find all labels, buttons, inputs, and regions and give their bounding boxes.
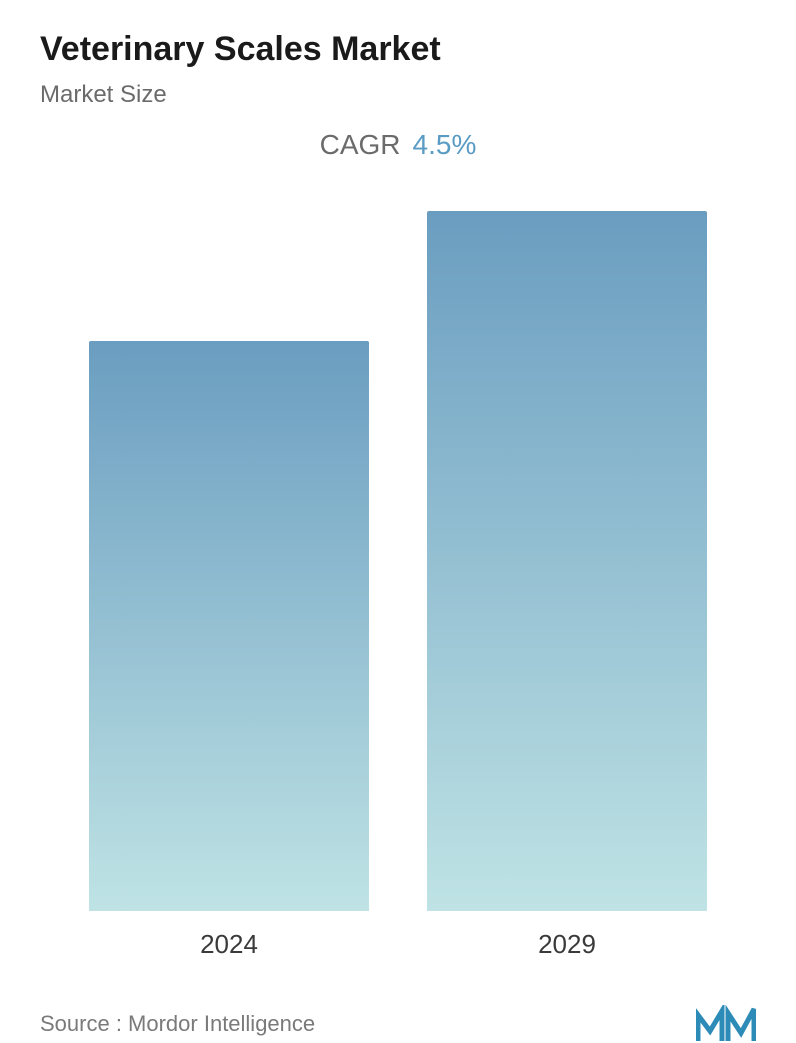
cagr-value: 4.5% (413, 129, 477, 160)
footer: Source : Mordor Intelligence (40, 995, 756, 1043)
bar-0 (89, 341, 369, 911)
bar-label-1: 2029 (538, 929, 596, 960)
bar-1 (427, 211, 707, 911)
bar-group-1: 2029 (427, 211, 707, 960)
mordor-logo-icon (696, 1005, 756, 1043)
cagr-label: CAGR (320, 129, 401, 160)
source-text: Source : Mordor Intelligence (40, 1011, 315, 1037)
chart-container: Veterinary Scales Market Market Size CAG… (0, 0, 796, 1034)
bar-group-0: 2024 (89, 341, 369, 960)
bar-label-0: 2024 (200, 929, 258, 960)
chart-title: Veterinary Scales Market (40, 30, 756, 69)
chart-subtitle: Market Size (40, 81, 756, 109)
cagr-row: CAGR 4.5% (40, 129, 756, 161)
chart-plot-area: 2024 2029 (40, 191, 756, 960)
